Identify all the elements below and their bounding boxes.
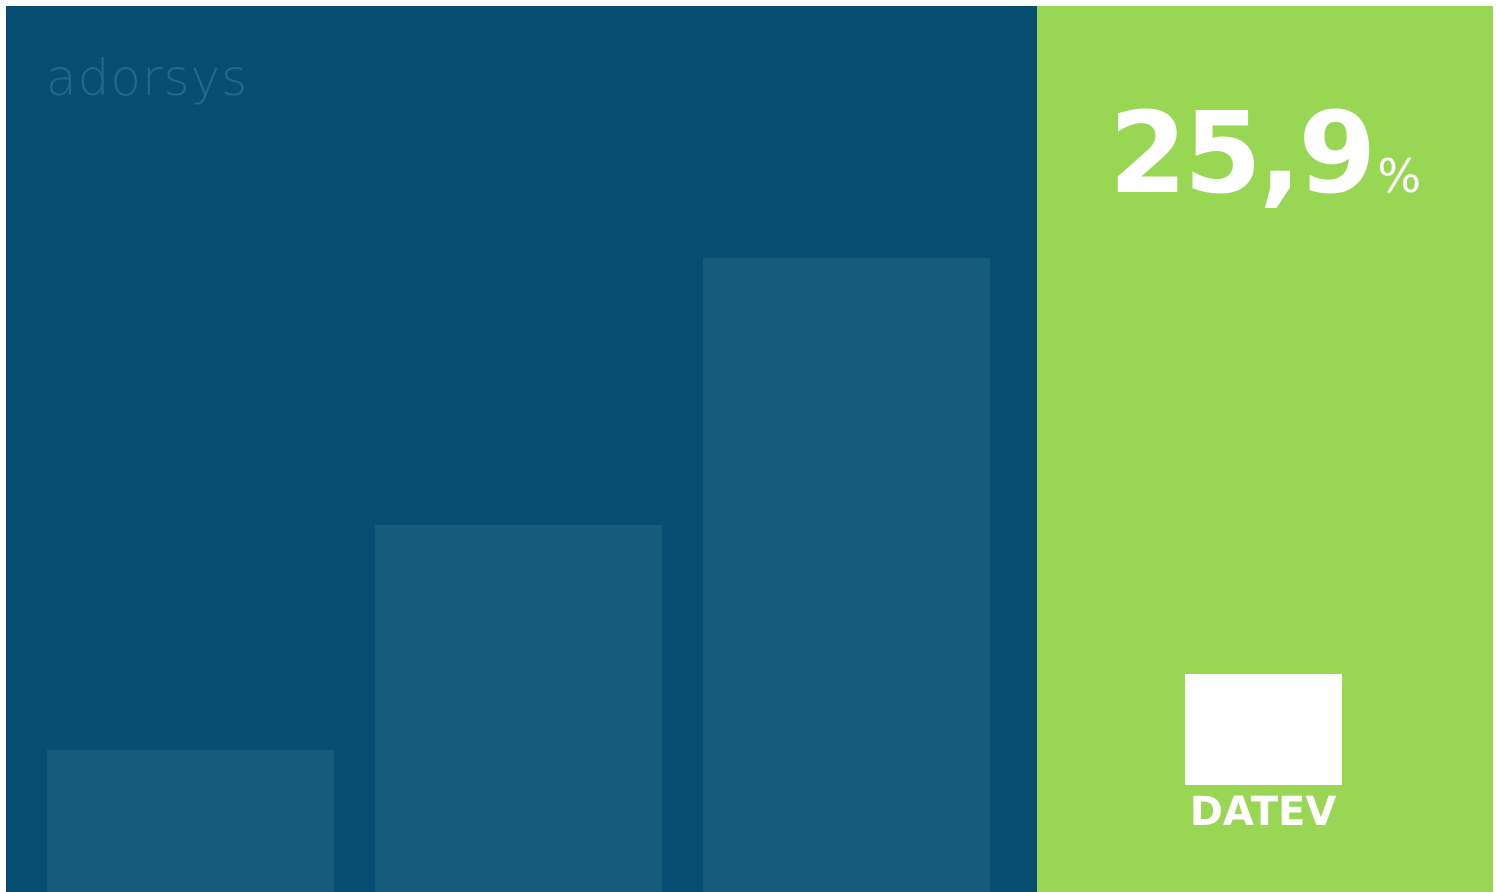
slide: adorsys 25,9% DATEV	[6, 6, 1493, 892]
adorsys-logo: adorsys	[46, 49, 249, 107]
stat-panel: 25,9% DATEV	[1037, 6, 1493, 892]
chart-bar-1	[47, 750, 334, 892]
datev-logo-box	[1185, 674, 1342, 785]
chart-bar-2	[375, 525, 662, 892]
chart-panel: adorsys	[6, 6, 1037, 892]
chart-bar-3	[703, 258, 990, 892]
big-stat: 25,9%	[1037, 84, 1493, 224]
stat-unit: %	[1377, 149, 1422, 203]
stat-value: 25,9	[1108, 89, 1376, 219]
datev-logo-text: DATEV	[1189, 789, 1337, 835]
